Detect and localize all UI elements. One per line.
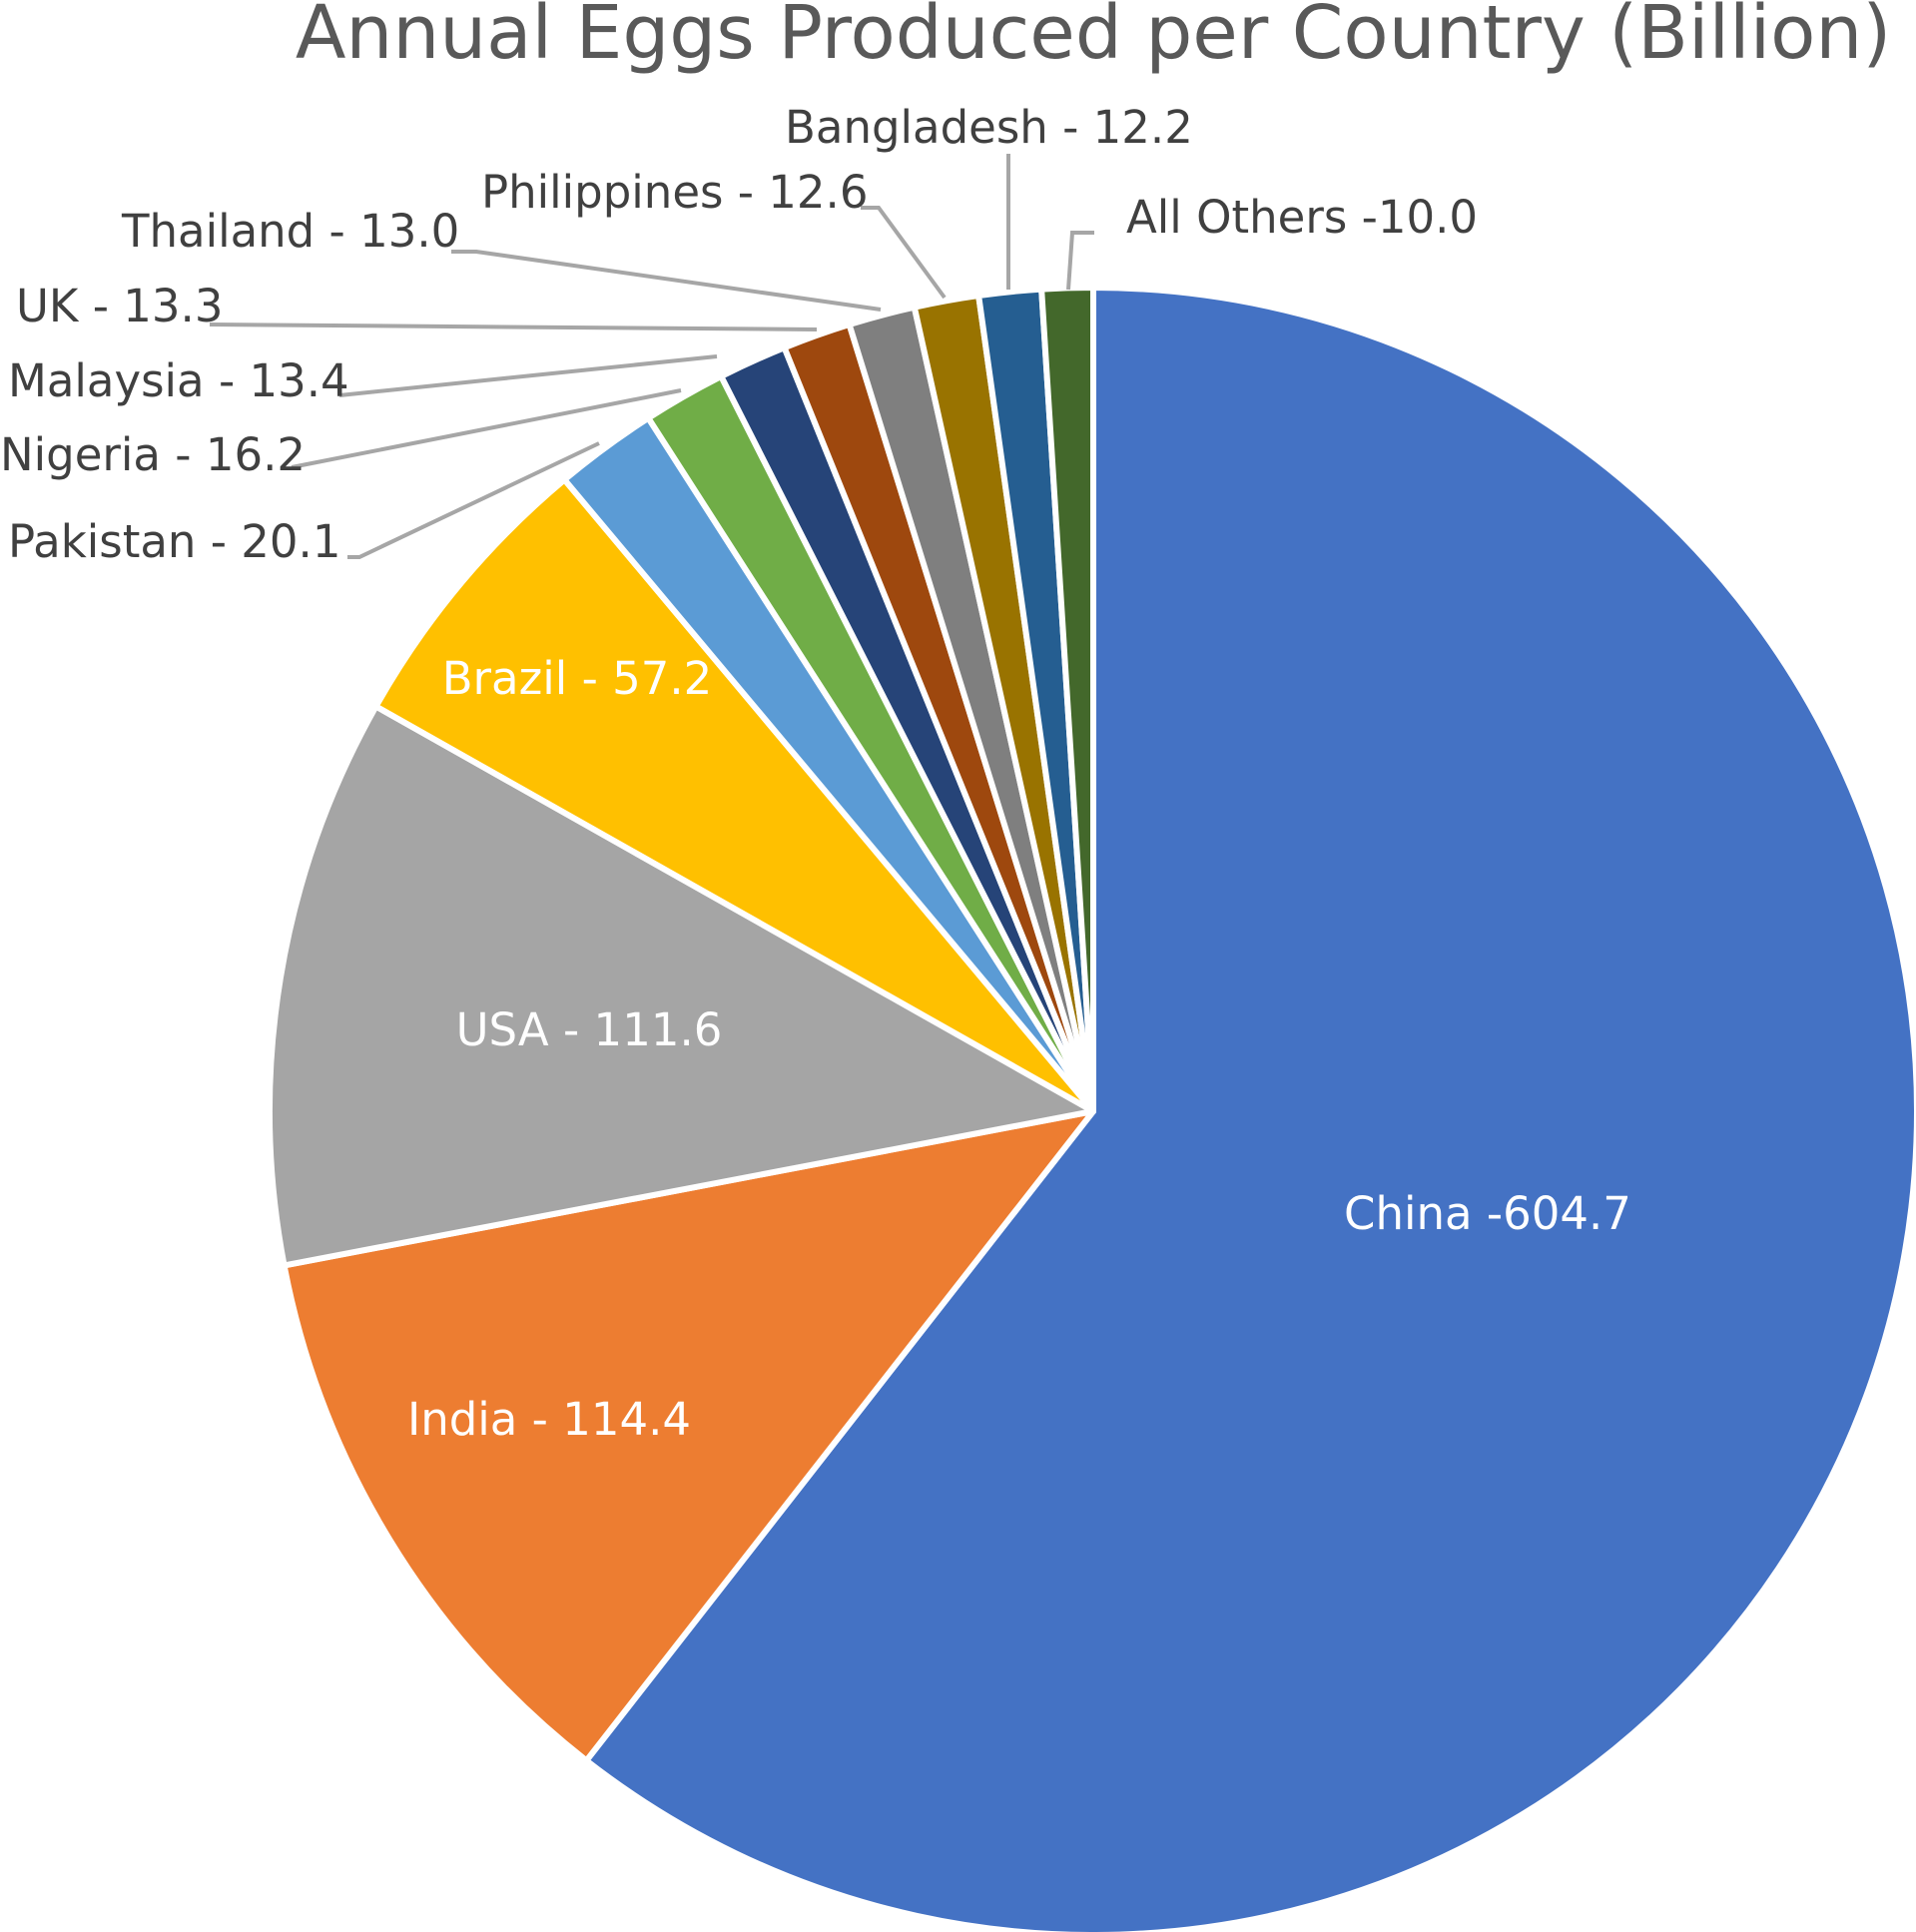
leader-line-philippines	[861, 206, 947, 300]
pie-slice-usa	[267, 703, 1096, 1269]
slice-label-all-others: All Others -10.0	[1126, 191, 1478, 244]
pie-slice-brazil	[372, 476, 1096, 1114]
slice-label-china: China -604.7	[1344, 1187, 1631, 1240]
chart-title: Annual Eggs Produced per Country (Billio…	[296, 0, 1891, 76]
slice-label-thailand: Thailand - 13.0	[121, 205, 459, 258]
slice-label-nigeria: Nigeria - 16.2	[0, 428, 306, 481]
slice-label-usa: USA - 111.6	[456, 1003, 723, 1056]
slice-label-malaysia: Malaysia - 13.4	[8, 354, 349, 407]
leader-line-pakistan	[347, 441, 600, 559]
leader-line-all-others	[1066, 231, 1094, 291]
slice-labels: China -604.7 India - 114.4 USA - 111.6 Braz…	[0, 101, 1631, 1446]
slice-label-brazil: Brazil - 57.2	[442, 652, 713, 705]
leader-line-uk	[209, 322, 818, 331]
slice-label-pakistan: Pakistan - 20.1	[8, 515, 340, 568]
slice-label-uk: UK - 13.3	[16, 280, 224, 332]
pie-slice-india	[281, 1108, 1096, 1764]
pie-slice-china	[583, 285, 1916, 1932]
slice-label-bangladesh: Bangladesh - 12.2	[785, 101, 1193, 154]
leader-lines	[209, 154, 1094, 559]
slice-label-india: India - 114.4	[407, 1393, 691, 1446]
leader-line-thailand	[451, 250, 882, 312]
leader-line-nigeria	[291, 388, 682, 469]
leader-line-malaysia	[338, 354, 718, 397]
pie-slices	[267, 284, 1916, 1932]
slice-label-philippines: Philippines - 12.6	[481, 166, 869, 219]
